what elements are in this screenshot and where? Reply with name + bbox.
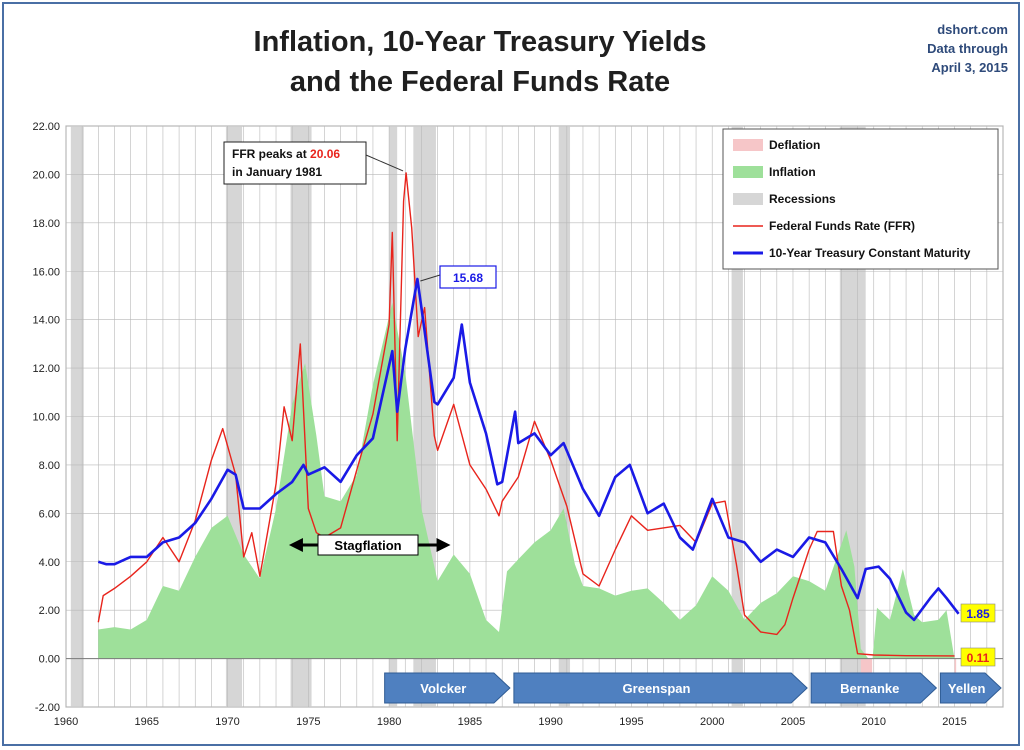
x-tick-label: 1965 <box>135 716 159 728</box>
legend-swatch-0 <box>733 139 763 151</box>
end-ffr-label: 0.11 <box>967 651 990 665</box>
legend-swatch-2 <box>733 193 763 205</box>
chair-label-volcker: Volcker <box>420 681 466 696</box>
ffr-peak-prefix: FFR peaks at <box>232 147 310 161</box>
title-line-2: and the Federal Funds Rate <box>289 66 671 98</box>
treasury-peak-pointer <box>420 274 441 282</box>
y-tick-label: 10.00 <box>32 412 60 424</box>
legend-box <box>722 128 999 270</box>
x-tick-label: 2000 <box>700 716 724 728</box>
x-tick-label: 1995 <box>619 716 643 728</box>
ffr-peak-box <box>223 141 367 185</box>
treasury-peak-box <box>439 265 497 289</box>
chair-arrow-1 <box>513 672 808 704</box>
x-tick-label: 1985 <box>458 716 482 728</box>
x-tick-label: 1980 <box>377 716 401 728</box>
x-tick-label: 2015 <box>942 716 966 728</box>
x-tick-label: 1970 <box>215 716 239 728</box>
source-block: dshort.com Data through April 3, 2015 <box>927 20 1008 77</box>
chair-arrow-0 <box>384 672 511 704</box>
end-treasury-box <box>960 603 996 623</box>
legend-label-3: Federal Funds Rate (FFR) <box>769 219 915 233</box>
stagflation-arrow-right <box>436 538 451 552</box>
chair-arrow-3 <box>939 672 1002 704</box>
ffr-peak-pointer <box>365 154 404 172</box>
y-tick-label: 2.00 <box>39 605 60 617</box>
legend-label-1: Inflation <box>769 165 816 179</box>
stagflation-label: Stagflation <box>334 538 401 553</box>
x-tick-label: 2005 <box>781 716 805 728</box>
source-data-through: Data through <box>927 41 1008 56</box>
y-tick-label: 12.00 <box>32 363 60 375</box>
y-tick-label: 8.00 <box>39 460 60 472</box>
y-tick-label: 20.00 <box>32 169 60 181</box>
x-tick-label: 1975 <box>296 716 320 728</box>
y-tick-label: 0.00 <box>39 654 60 666</box>
legend-label-4: 10-Year Treasury Constant Maturity <box>769 246 971 260</box>
deflation-area-1 <box>954 658 957 674</box>
end-ffr-box <box>960 647 996 667</box>
ffr-peak-text: FFR peaks at 20.06 <box>232 147 340 161</box>
chair-label-greenspan: Greenspan <box>623 681 691 696</box>
chart-title: Inflation, 10-Year Treasury Yields and t… <box>180 22 780 102</box>
chair-arrow-2 <box>810 672 938 704</box>
y-tick-label: 18.00 <box>32 218 60 230</box>
x-tick-label: 2010 <box>862 716 886 728</box>
ffr-peak-date: in January 1981 <box>232 165 322 179</box>
end-treasury-label: 1.85 <box>966 607 990 621</box>
x-tick-label: 1990 <box>538 716 562 728</box>
treasury-peak-label: 15.68 <box>453 271 483 285</box>
legend-label-0: Deflation <box>769 138 820 152</box>
inflation-area <box>98 302 955 659</box>
source-site: dshort.com <box>937 22 1008 37</box>
deflation-area-0 <box>860 658 873 674</box>
legend-label-2: Recessions <box>769 192 836 206</box>
source-date: April 3, 2015 <box>931 60 1008 75</box>
y-tick-label: 22.00 <box>32 121 60 133</box>
x-tick-label: 1960 <box>54 716 78 728</box>
treasury-line <box>97 277 960 622</box>
y-tick-label: 14.00 <box>32 315 60 327</box>
y-tick-label: 6.00 <box>39 508 60 520</box>
y-tick-label: 4.00 <box>39 557 60 569</box>
ffr-line <box>97 172 955 657</box>
chair-label-yellen: Yellen <box>948 681 986 696</box>
stagflation-arrow-left <box>288 538 303 552</box>
title-line-1: Inflation, 10-Year Treasury Yields <box>253 26 707 58</box>
ffr-peak-value: 20.06 <box>310 147 340 161</box>
legend-swatch-1 <box>733 166 763 178</box>
chair-label-bernanke: Bernanke <box>840 681 899 696</box>
y-tick-label: 16.00 <box>32 266 60 278</box>
y-tick-label: -2.00 <box>35 702 60 714</box>
stagflation-box <box>317 534 419 556</box>
